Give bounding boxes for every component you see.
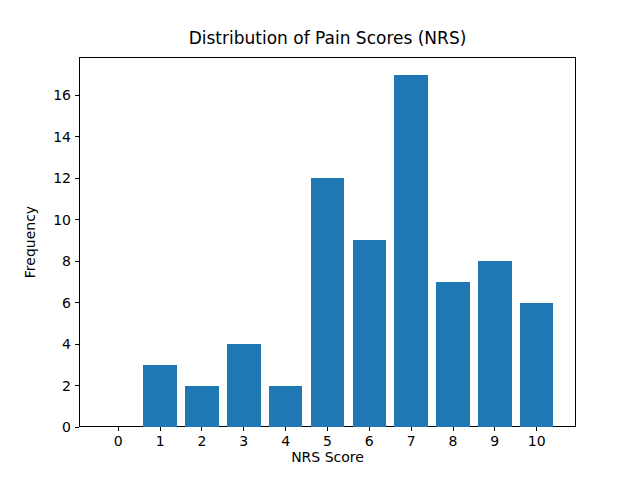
- x-tick-label: 8: [432, 433, 474, 449]
- bar-nrs-3: [227, 344, 260, 427]
- y-tick-label: 10: [0, 212, 71, 228]
- x-tick-mark: [536, 427, 537, 431]
- x-tick-mark: [494, 427, 495, 431]
- bar-nrs-6: [353, 240, 386, 427]
- x-tick-label: 2: [181, 433, 223, 449]
- bar-nrs-2: [185, 386, 218, 427]
- y-tick-mark: [75, 302, 79, 303]
- y-tick-label: 6: [0, 295, 71, 311]
- y-tick-label: 16: [0, 87, 71, 103]
- y-tick-mark: [75, 178, 79, 179]
- x-tick-label: 0: [97, 433, 139, 449]
- chart-title: Distribution of Pain Scores (NRS): [79, 28, 576, 48]
- y-tick-mark: [75, 95, 79, 96]
- x-tick-mark: [243, 427, 244, 431]
- x-tick-mark: [369, 427, 370, 431]
- bar-chart-figure: Distribution of Pain Scores (NRS) Freque…: [0, 0, 640, 480]
- x-tick-label: 3: [223, 433, 265, 449]
- bar-nrs-1: [143, 365, 176, 427]
- y-tick-mark: [75, 344, 79, 345]
- x-tick-label: 5: [307, 433, 349, 449]
- x-tick-mark: [160, 427, 161, 431]
- x-axis-label: NRS Score: [79, 449, 576, 466]
- y-tick-label: 12: [0, 170, 71, 186]
- x-tick-mark: [201, 427, 202, 431]
- x-tick-mark: [118, 427, 119, 431]
- y-tick-label: 8: [0, 253, 71, 269]
- x-tick-label: 1: [139, 433, 181, 449]
- x-tick-label: 7: [390, 433, 432, 449]
- bar-nrs-5: [311, 178, 344, 427]
- bar-nrs-4: [269, 386, 302, 427]
- x-tick-label: 6: [348, 433, 390, 449]
- x-tick-label: 10: [516, 433, 558, 449]
- y-tick-mark: [75, 136, 79, 137]
- bar-nrs-9: [478, 261, 511, 427]
- y-tick-label: 2: [0, 378, 71, 394]
- x-tick-label: 4: [265, 433, 307, 449]
- y-tick-mark: [75, 427, 79, 428]
- x-tick-mark: [453, 427, 454, 431]
- x-tick-mark: [285, 427, 286, 431]
- y-tick-label: 4: [0, 336, 71, 352]
- y-tick-label: 14: [0, 129, 71, 145]
- bar-nrs-7: [394, 75, 427, 427]
- y-tick-mark: [75, 219, 79, 220]
- x-tick-mark: [411, 427, 412, 431]
- x-tick-mark: [327, 427, 328, 431]
- x-tick-label: 9: [474, 433, 516, 449]
- y-tick-label: 0: [0, 419, 71, 435]
- y-tick-mark: [75, 385, 79, 386]
- bar-nrs-10: [520, 303, 553, 427]
- y-tick-mark: [75, 261, 79, 262]
- bar-nrs-8: [436, 282, 469, 427]
